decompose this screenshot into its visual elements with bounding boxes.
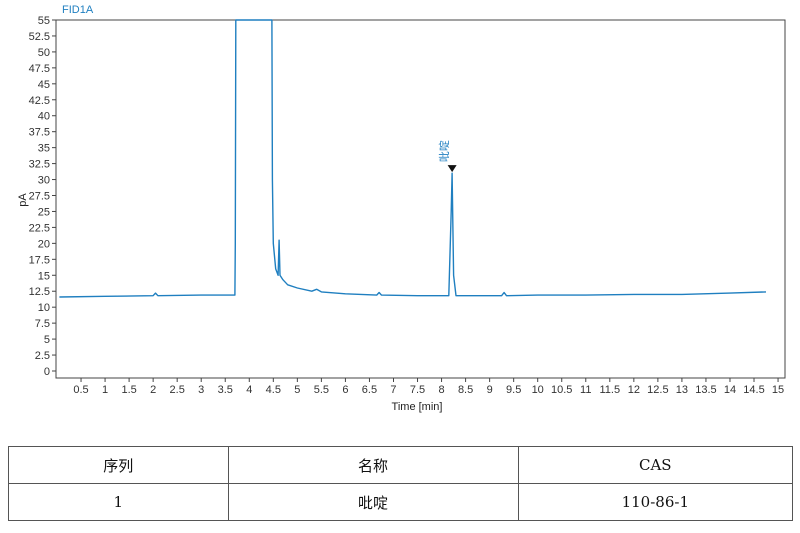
x-tick-label: 3 bbox=[198, 384, 204, 396]
y-tick-label: 37.5 bbox=[29, 127, 50, 139]
x-tick-label: 13 bbox=[676, 384, 688, 396]
x-tick-label: 4.5 bbox=[266, 384, 281, 396]
y-tick-label: 25 bbox=[38, 206, 50, 218]
x-tick-label: 12 bbox=[628, 384, 640, 396]
y-tick-label: 27.5 bbox=[29, 191, 50, 203]
x-tick-label: 14 bbox=[724, 384, 736, 396]
chart-title: FID1A bbox=[62, 4, 94, 16]
x-tick-label: 9 bbox=[487, 384, 493, 396]
x-tick-label: 4 bbox=[246, 384, 252, 396]
x-tick-label: 10 bbox=[532, 384, 544, 396]
table-row: 1 吡啶 110-86-1 bbox=[8, 483, 794, 521]
x-tick-label: 14.5 bbox=[743, 384, 764, 396]
y-tick-label: 0 bbox=[44, 366, 50, 378]
y-tick-label: 32.5 bbox=[29, 159, 50, 171]
x-tick-label: 6 bbox=[342, 384, 348, 396]
y-tick-label: 40 bbox=[38, 111, 50, 123]
y-tick-label: 17.5 bbox=[29, 254, 50, 266]
y-tick-label: 52.5 bbox=[29, 31, 50, 43]
x-axis-label: Time [min] bbox=[392, 401, 443, 413]
x-tick-label: 10.5 bbox=[551, 384, 572, 396]
y-tick-label: 15 bbox=[38, 270, 50, 282]
y-tick-label: 30 bbox=[38, 175, 50, 187]
x-tick-label: 2.5 bbox=[170, 384, 185, 396]
y-tick-label: 42.5 bbox=[29, 95, 50, 107]
y-tick-label: 2.5 bbox=[35, 350, 50, 362]
chromatogram-chart: 02.557.51012.51517.52022.52527.53032.535… bbox=[17, 4, 786, 413]
table-header-cell: 序列 bbox=[8, 446, 229, 484]
x-tick-label: 7.5 bbox=[410, 384, 425, 396]
peak-marker-icon bbox=[447, 165, 457, 173]
y-axis-ticks: 0 2.5 5 7.5 10 12.5 15 17.5 20 22.5 25 27.5 30 32.5 35… bbox=[29, 15, 56, 378]
x-tick-label: 1.5 bbox=[121, 384, 136, 396]
y-tick-label: 35 bbox=[38, 143, 50, 155]
x-tick-label: 11.5 bbox=[600, 384, 621, 396]
x-tick-label: 15 bbox=[772, 384, 784, 396]
y-tick-label: 22.5 bbox=[29, 222, 50, 234]
table-cell: 吡啶 bbox=[227, 483, 519, 521]
x-tick-label: 2 bbox=[150, 384, 156, 396]
x-tick-label: 5 bbox=[294, 384, 300, 396]
table-cell: 1 bbox=[8, 483, 229, 521]
x-tick-label: 13.5 bbox=[695, 384, 716, 396]
table-header-cell: CAS bbox=[517, 446, 794, 484]
x-tick-label: 5.5 bbox=[314, 384, 329, 396]
x-tick-label: 7 bbox=[390, 384, 396, 396]
series-line bbox=[59, 19, 767, 298]
table-cell: 110-86-1 bbox=[517, 483, 794, 521]
table-header-row: 序列 名称 CAS bbox=[8, 446, 794, 484]
plot-frame bbox=[55, 19, 786, 379]
y-tick-label: 20 bbox=[38, 238, 50, 250]
x-tick-label: 0.5 bbox=[73, 384, 88, 396]
y-axis-label: pA bbox=[17, 193, 29, 207]
y-tick-label: 10 bbox=[38, 302, 50, 314]
y-tick-label: 47.5 bbox=[29, 63, 50, 75]
x-tick-label: 6.5 bbox=[362, 384, 377, 396]
series-layer bbox=[59, 19, 767, 298]
x-tick-label: 8.5 bbox=[458, 384, 473, 396]
y-tick-label: 45 bbox=[38, 79, 50, 91]
x-tick-label: 11 bbox=[580, 384, 591, 396]
peak-label: 吡啶 bbox=[437, 140, 451, 162]
y-tick-label: 50 bbox=[38, 47, 50, 59]
x-axis-ticks: 0.5 1 1.5 2 2.5 3 3.5 4 4.5 5 5.5 6 6.5 7 7.5 8 8.5 9 9.5 1… bbox=[73, 378, 784, 396]
y-tick-label: 55 bbox=[38, 15, 50, 27]
y-tick-label: 5 bbox=[44, 334, 50, 346]
x-tick-label: 9.5 bbox=[506, 384, 521, 396]
x-tick-label: 1 bbox=[102, 384, 108, 396]
x-tick-label: 3.5 bbox=[218, 384, 233, 396]
compound-table: 序列 名称 CAS 1 吡啶 110-86-1 bbox=[8, 446, 794, 521]
y-tick-label: 12.5 bbox=[29, 286, 50, 298]
x-tick-label: 12.5 bbox=[647, 384, 668, 396]
y-tick-label: 7.5 bbox=[35, 318, 50, 330]
table-header-cell: 名称 bbox=[227, 446, 519, 484]
x-tick-label: 8 bbox=[438, 384, 444, 396]
